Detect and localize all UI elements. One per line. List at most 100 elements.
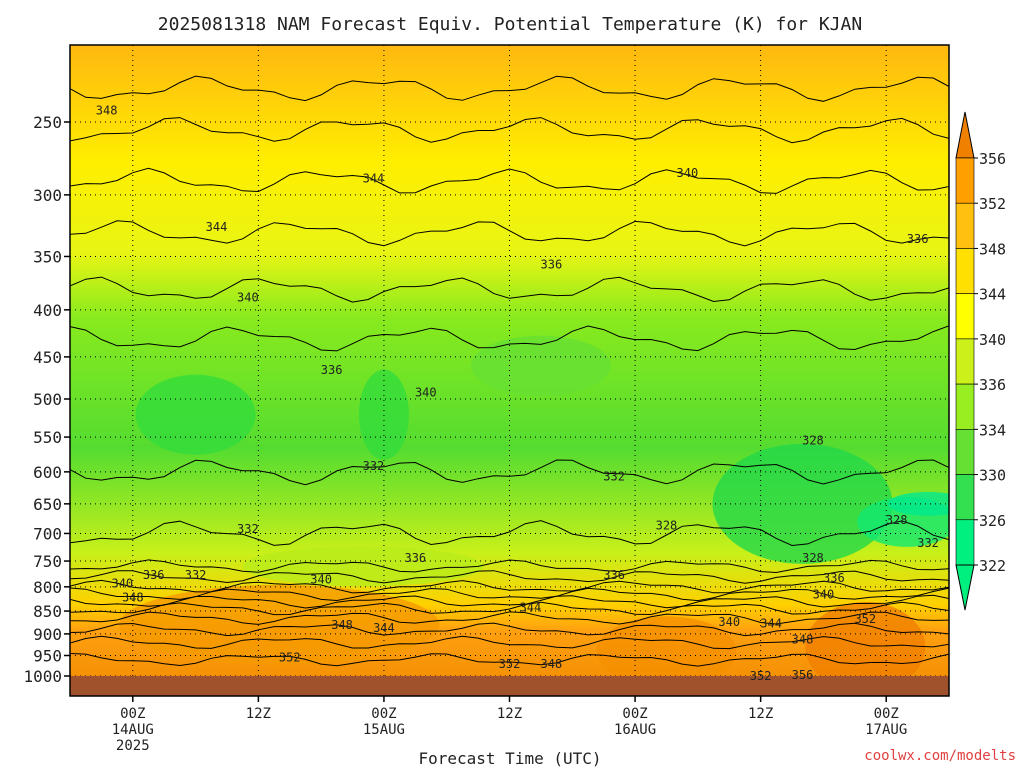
contour-label-14: 332 [237,522,259,536]
contour-line-11 [70,587,949,602]
y-tick-label-13: 900 [33,625,62,644]
x-tick-label-4-0: 00Z [622,706,647,722]
colorbar-label-4: 340 [979,331,1006,349]
colorbar: 356 352 348 344 340 336 334 330 326 322 [955,111,1006,611]
contour-label-8: 340 [415,386,437,400]
field-blob-1 [358,369,409,460]
y-tick-label-8: 650 [33,495,62,514]
contour-label-0: 348 [96,104,118,118]
colorbar-label-1: 352 [979,195,1006,213]
contour-label-2: 340 [677,166,699,180]
contour-line-9 [70,570,949,584]
contour-label-13: 328 [886,513,908,527]
contour-line-14 [70,611,949,625]
contour-label-25: 348 [122,591,144,605]
field-features [119,335,949,692]
contour-label-3: 344 [206,220,228,234]
contour-label-19: 332 [185,568,207,582]
contour-label-12: 328 [656,518,678,532]
field-blob-4 [888,491,949,516]
y-tick-label-10: 750 [33,552,62,571]
contour-label-22: 340 [111,576,133,590]
field-blob-9 [243,546,483,587]
contour-label-20: 336 [603,568,625,582]
contour-line-17 [70,653,949,667]
contour-label-5: 336 [541,257,563,271]
contour-line-5 [70,325,949,352]
colorbar-segment-8 [955,519,975,566]
x-tick-label-6-0: 00Z [874,706,899,722]
contour-line-4 [70,276,949,303]
contour-label-4: 336 [907,232,929,246]
chart-title: 2025081318 NAM Forecast Equiv. Potential… [158,14,862,35]
contour-label-21: 336 [823,571,845,585]
field-blob-7 [596,616,737,687]
contour-line-1 [70,117,949,144]
x-tick-label-0-2: 2025 [116,738,150,754]
colorbar-extend-top [955,111,975,159]
contour-label-18: 336 [143,568,165,582]
x-tick-label-4-1: 16AUG [614,722,656,738]
contour-label-30: 348 [331,618,353,632]
x-tick-label-0-1: 14AUG [112,722,154,738]
y-tick-label-0: 250 [33,113,62,132]
contour-label-36: 352 [750,669,772,683]
contour-label-37: 356 [792,668,814,682]
x-tick-label-6-1: 17AUG [865,722,907,738]
y-tick-label-4: 450 [33,348,62,367]
field-blob-0 [135,374,256,455]
colorbar-label-6: 334 [979,421,1006,439]
y-tick-label-15: 1000 [23,667,62,686]
y-tick-label-11: 800 [33,578,62,597]
colorbar-segment-7 [955,474,975,521]
contour-label-9: 332 [363,459,385,473]
colorbar-segment-4 [955,338,975,385]
y-tick-label-14: 950 [33,647,62,666]
contour-label-32: 348 [792,633,814,647]
colorbar-segment-1 [955,202,975,249]
contour-label-23: 340 [310,572,332,586]
x-axis-label: Forecast Time (UTC) [418,749,601,768]
contour-label-35: 348 [541,657,563,671]
y-tick-label-6: 550 [33,428,62,447]
colorbar-label-8: 326 [979,512,1006,530]
y-tick-label-2: 350 [33,247,62,266]
contour-label-10: 332 [603,469,625,483]
colorbar-label-2: 348 [979,240,1006,258]
y-tick-label-12: 850 [33,602,62,621]
colorbar-label-7: 330 [979,467,1006,485]
y-tick-label-7: 600 [33,463,62,482]
contour-label-16: 336 [404,551,426,565]
colorbar-segment-3 [955,293,975,340]
contour-line-2 [70,167,949,194]
plot-area: 348 344 340 344 336 336 340 336 340 332 332 328 328 3… [70,45,949,696]
contour-label-29: 344 [760,617,782,631]
y-tick-label-9: 700 [33,524,62,543]
colorbar-segment-2 [955,248,975,294]
contour-labels: 348 344 340 344 336 336 340 336 340 332 332 328 328 3… [96,104,939,683]
contour-line-12 [70,594,949,609]
contour-label-34: 352 [499,657,521,671]
contour-label-15: 332 [917,536,939,550]
field-blob-5 [470,335,611,396]
contour-line-15 [70,622,949,637]
x-tick-label-0-0: 00Z [120,706,145,722]
contour-line-16 [70,635,949,650]
colorbar-segment-5 [955,383,975,430]
contour-line-13 [70,601,949,616]
ground-bar [70,676,949,696]
contour-label-26: 344 [520,600,542,614]
colorbar-segment-6 [955,429,975,475]
field-blob-6 [119,584,440,665]
x-tick-label-3-0: 12Z [497,706,522,722]
y-axis: 250 300 350 400 450 500 550 600 650 700 750 800 850 9… [23,113,70,686]
x-tick-label-2-0: 00Z [371,706,396,722]
contour-label-33: 352 [279,651,301,665]
contour-label-24: 340 [813,588,835,602]
x-tick-label-5-0: 12Z [748,706,773,722]
colorbar-label-0: 356 [979,150,1006,168]
credit-text: coolwx.com/modelts [864,748,1016,764]
colorbar-segment-0 [955,157,975,204]
y-tick-label-5: 500 [33,390,62,409]
